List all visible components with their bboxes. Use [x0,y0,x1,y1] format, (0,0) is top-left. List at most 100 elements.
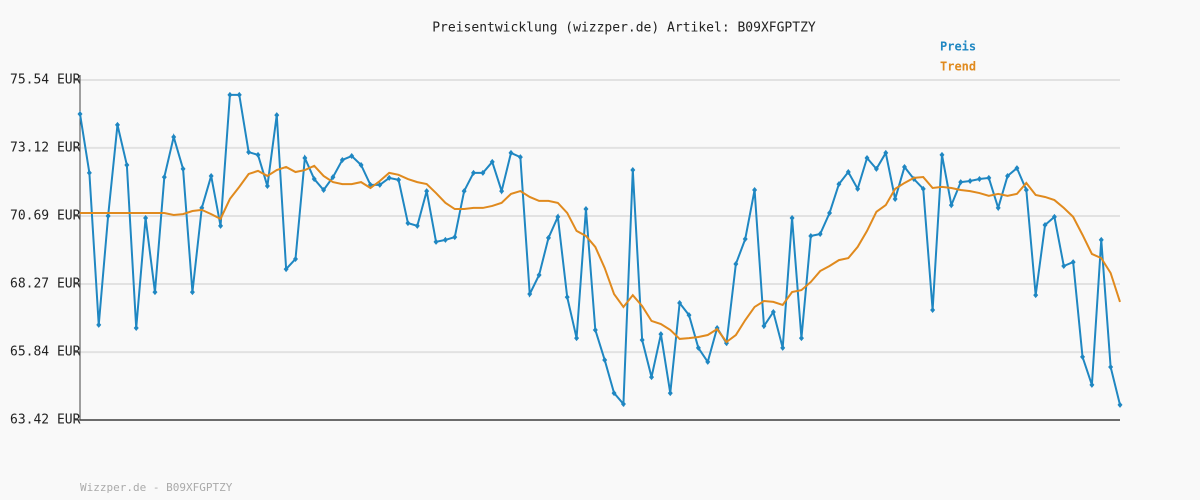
data-point [255,151,261,158]
y-tick-label: 65.84 EUR [10,345,81,360]
data-point [1061,262,1067,269]
data-point [705,358,711,365]
data-point [442,236,448,243]
data-point [152,289,158,296]
data-point [536,271,542,278]
y-tick-label: 70.69 EUR [10,209,81,224]
data-point [995,204,1001,211]
data-point [189,289,195,296]
data-point [508,149,514,156]
data-point [180,165,186,172]
data-point [377,181,383,188]
data-point [639,337,645,344]
data-point [302,154,308,161]
data-point [695,344,701,351]
data-point [161,174,167,181]
data-point [452,234,458,241]
data-point [471,169,477,176]
data-point [855,185,861,192]
y-tick-label: 68.27 EUR [10,276,81,291]
data-point [780,344,786,351]
legend-label: Preis [940,40,976,54]
data-point [517,154,523,161]
data-point [948,202,954,209]
data-point [396,176,402,183]
chart-title: Preisentwicklung (wizzper.de) Artikel: B… [432,21,816,36]
data-point [592,326,598,333]
data-point [902,163,908,170]
data-point [227,91,233,98]
data-point [246,149,252,156]
data-point [433,238,439,245]
data-point [620,401,626,408]
data-point [86,169,92,176]
data-point [105,213,111,220]
data-point [114,121,120,128]
data-point [770,308,776,315]
data-point [339,156,345,163]
data-point [264,183,270,190]
data-point [939,151,945,158]
data-point [733,261,739,268]
data-point [677,300,683,307]
data-point [349,153,355,160]
data-point [480,169,486,176]
data-point [1098,236,1104,243]
data-point [1005,172,1011,179]
data-point [1014,165,1020,172]
data-point [414,222,420,229]
data-point [405,220,411,227]
data-point [752,186,758,193]
data-point [321,186,327,193]
data-point [958,179,964,186]
data-point [658,331,664,338]
data-point [817,231,823,238]
series-line [80,164,1121,344]
data-point [311,176,317,183]
data-point [124,162,130,168]
data-point [930,307,936,314]
data-point [1070,259,1076,266]
data-point [1117,401,1123,408]
data-point [630,167,636,174]
data-point [808,232,814,239]
data-point [77,110,83,117]
data-point [986,174,992,181]
data-point [686,312,692,319]
data-point [283,266,289,273]
data-point [292,255,298,262]
data-point [208,172,214,179]
data-point [667,390,673,397]
data-point [1051,213,1057,220]
series-line [79,93,1121,407]
data-point [218,222,224,229]
data-point [499,188,505,195]
data-point [96,321,102,328]
data-point [883,149,889,156]
data-point [133,324,139,331]
data-point [143,215,149,222]
data-point [545,234,551,241]
data-point [461,188,467,195]
data-point [171,133,177,140]
data-point [527,291,533,298]
data-point [742,236,748,243]
data-point [274,112,280,119]
data-point [892,195,898,202]
data-point [358,162,364,168]
data-point [873,165,879,172]
data-point [827,209,833,216]
data-point [564,294,570,301]
data-point [489,158,495,165]
data-point [1023,186,1029,193]
data-point [836,181,842,188]
data-point [1089,381,1095,388]
footer: Wizzper.de - B09XFGPTZY [80,481,233,494]
data-point [386,174,392,181]
data-point [798,335,804,342]
data-point [789,215,795,222]
y-tick-label: 63.42 EUR [10,413,81,428]
data-point [555,213,561,220]
